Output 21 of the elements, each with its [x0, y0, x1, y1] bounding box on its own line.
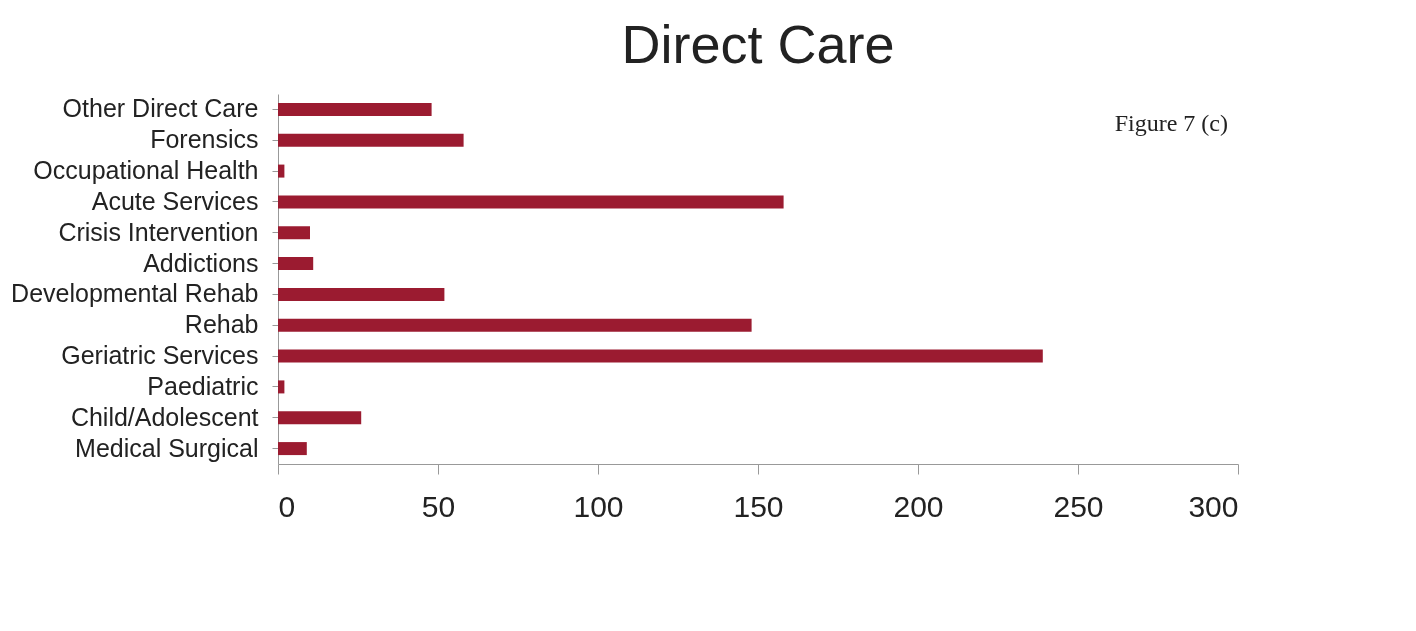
x-tick-label: 250: [1053, 489, 1104, 523]
x-tick-label: 200: [893, 489, 944, 523]
annotation: Figure 7 (c): [1114, 110, 1228, 136]
y-tick-label: Acute Services: [91, 186, 259, 215]
y-tick-label: Paediatric: [147, 371, 259, 400]
y-tick-label: Child/Adolescent: [70, 402, 259, 431]
x-tick-label: 0: [278, 489, 296, 523]
y-tick-label: Addictions: [143, 248, 259, 277]
y-tick-label: Occupational Health: [33, 156, 259, 185]
y-tick-label: Medical Surgical: [75, 433, 259, 462]
chart-title: Direct Care: [621, 14, 895, 74]
x-tick-label: 100: [573, 489, 624, 523]
y-tick-label: Rehab: [184, 310, 259, 339]
y-tick-label: Crisis Intervention: [58, 217, 259, 246]
x-tick-label: 150: [733, 489, 784, 523]
x-tick-label: 300: [1188, 489, 1239, 523]
y-tick-label: Developmental Rehab: [11, 279, 259, 308]
y-tick-label: Forensics: [150, 125, 259, 154]
x-tick-label: 50: [421, 489, 456, 523]
y-tick-label: Other Direct Care: [62, 94, 259, 123]
y-tick-label: Geriatric Services: [61, 341, 259, 370]
